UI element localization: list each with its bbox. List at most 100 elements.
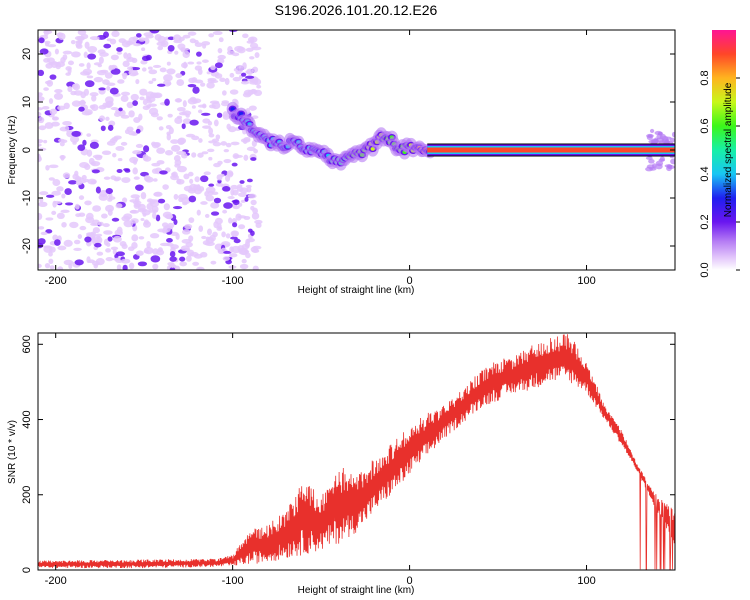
heatmap-noise-blob [170,231,179,237]
heatmap-noise-blob [236,46,246,54]
heatmap-noise-blob [153,142,161,148]
heatmap-noise-blob [221,101,230,107]
heatmap-noise-blob [179,256,186,262]
heatmap-noise-blob [246,186,252,193]
heatmap-noise-blob [249,80,259,85]
heatmap-noise-blob [228,217,233,224]
heatmap-noise-blob [254,52,260,59]
heatmap-noise-blob [168,127,174,135]
heatmap-noise-blob [91,162,96,166]
heatmap-noise-blob [669,137,675,143]
heatmap-noise-blob [110,68,121,75]
heatmap-noise-blob [78,195,85,200]
heatmap-band-core [427,147,675,153]
heatmap-noise-blob [116,51,123,55]
heatmap-noise-blob [54,239,61,246]
heatmap-noise-blob [207,120,213,126]
heatmap-noise-blob [107,124,114,131]
heatmap-noise-blob [45,62,53,69]
heatmap-noise-blob [105,256,114,262]
heatmap-noise-blob [174,265,181,270]
heatmap-noise-blob [169,256,177,262]
heatmap-noise-blob [106,242,111,247]
heatmap-noise-blob [157,45,164,51]
heatmap-noise-blob [121,72,128,77]
heatmap-noise-blob [645,156,653,160]
heatmap-noise-blob [67,60,74,66]
heatmap-noise-blob [204,213,210,218]
heatmap-noise-blob [246,40,254,44]
heatmap-noise-blob [217,47,223,54]
heatmap-noise-blob [38,37,45,44]
heatmap-noise-blob [95,233,103,237]
heatmap-noise-blob [130,209,137,214]
heatmap-noise-blob [94,242,102,248]
heatmap-noise-blob [133,176,140,180]
heatmap-noise-blob [38,201,48,207]
heatmap-noise-blob [111,217,120,222]
heatmap-noise-blob [51,116,60,121]
heatmap-noise-blob [100,125,106,132]
heatmap-noise-blob [105,204,115,213]
heatmap-noise-blob [64,202,74,206]
heatmap-noise-blob [658,158,665,162]
heatmap-noise-blob [232,98,238,103]
heatmap-noise-blob [49,265,55,270]
heatmap-noise-blob [166,133,172,141]
heatmap-noise-blob [235,65,242,69]
heatmap-noise-blob [54,88,63,94]
heatmap-noise-blob [132,167,138,175]
heatmap-noise-blob [169,267,176,270]
heatmap-noise-blob [102,223,110,228]
heatmap-noise-blob [222,209,228,214]
heatmap-noise-blob [116,168,123,173]
heatmap-noise-blob [131,72,139,76]
heatmap-noise-blob [140,217,145,222]
snr-x-axis: -200 -100 0 100 [45,333,596,587]
heatmap-noise-blob [144,176,154,183]
heatmap-noise-blob [187,84,197,88]
heatmap-noise-blob [143,32,154,37]
heatmap-noise-blob [191,135,200,141]
heatmap-noise-blob [240,72,247,77]
heatmap-noise-blob [60,209,70,214]
heatmap-noise-blob [124,169,131,173]
heatmap-noise-blob [71,83,79,89]
heatmap-noise-blob [115,251,125,257]
heatmap-noise-blob [159,170,168,175]
heatmap-noise-blob [106,140,116,146]
heatmap-noise-blob [49,74,57,80]
heatmap-noise-blob [101,213,108,219]
heatmap-noise-blob [243,154,249,161]
heatmap-noise-blob [200,175,209,183]
heatmap-noise-blob [173,193,179,200]
heatmap-noise-blob [174,50,179,55]
heatmap-noise-blob [170,244,179,250]
heatmap-noise-blob [670,158,675,165]
heatmap-noise-blob [128,66,134,74]
heatmap-noise-blob [89,104,96,109]
heatmap-noise-blob [217,160,223,165]
heatmap-noise-blob [83,51,88,59]
heatmap-noise-blob [103,43,112,49]
heatmap-noise-blob [657,131,664,136]
snr-y-axis-label: SNR (10 * v/v) [7,420,18,484]
heatmap-noise-blob [201,59,209,63]
heatmap-noise-blob [202,43,207,49]
heatmap-noise-blob [127,52,132,60]
heatmap-noise-blob [69,135,80,143]
heatmap-noise-blob [149,233,160,239]
y-tick-label: 20 [21,48,33,60]
heatmap-x-axis-label: Height of straight line (km) [298,285,415,296]
heatmap-noise-blob [112,248,117,255]
heatmap-noise-blob [146,202,154,211]
heatmap-noise-blob [38,107,44,111]
heatmap-noise-blob [229,72,235,78]
heatmap-noise-blob [86,75,94,79]
heatmap-noise-blob [56,212,65,220]
heatmap-noise-blob [233,154,243,158]
heatmap-noise-blob [189,119,199,126]
heatmap-noise-blob [106,38,113,42]
heatmap-noise-blob [71,130,81,137]
heatmap-noise-blob [104,72,113,79]
